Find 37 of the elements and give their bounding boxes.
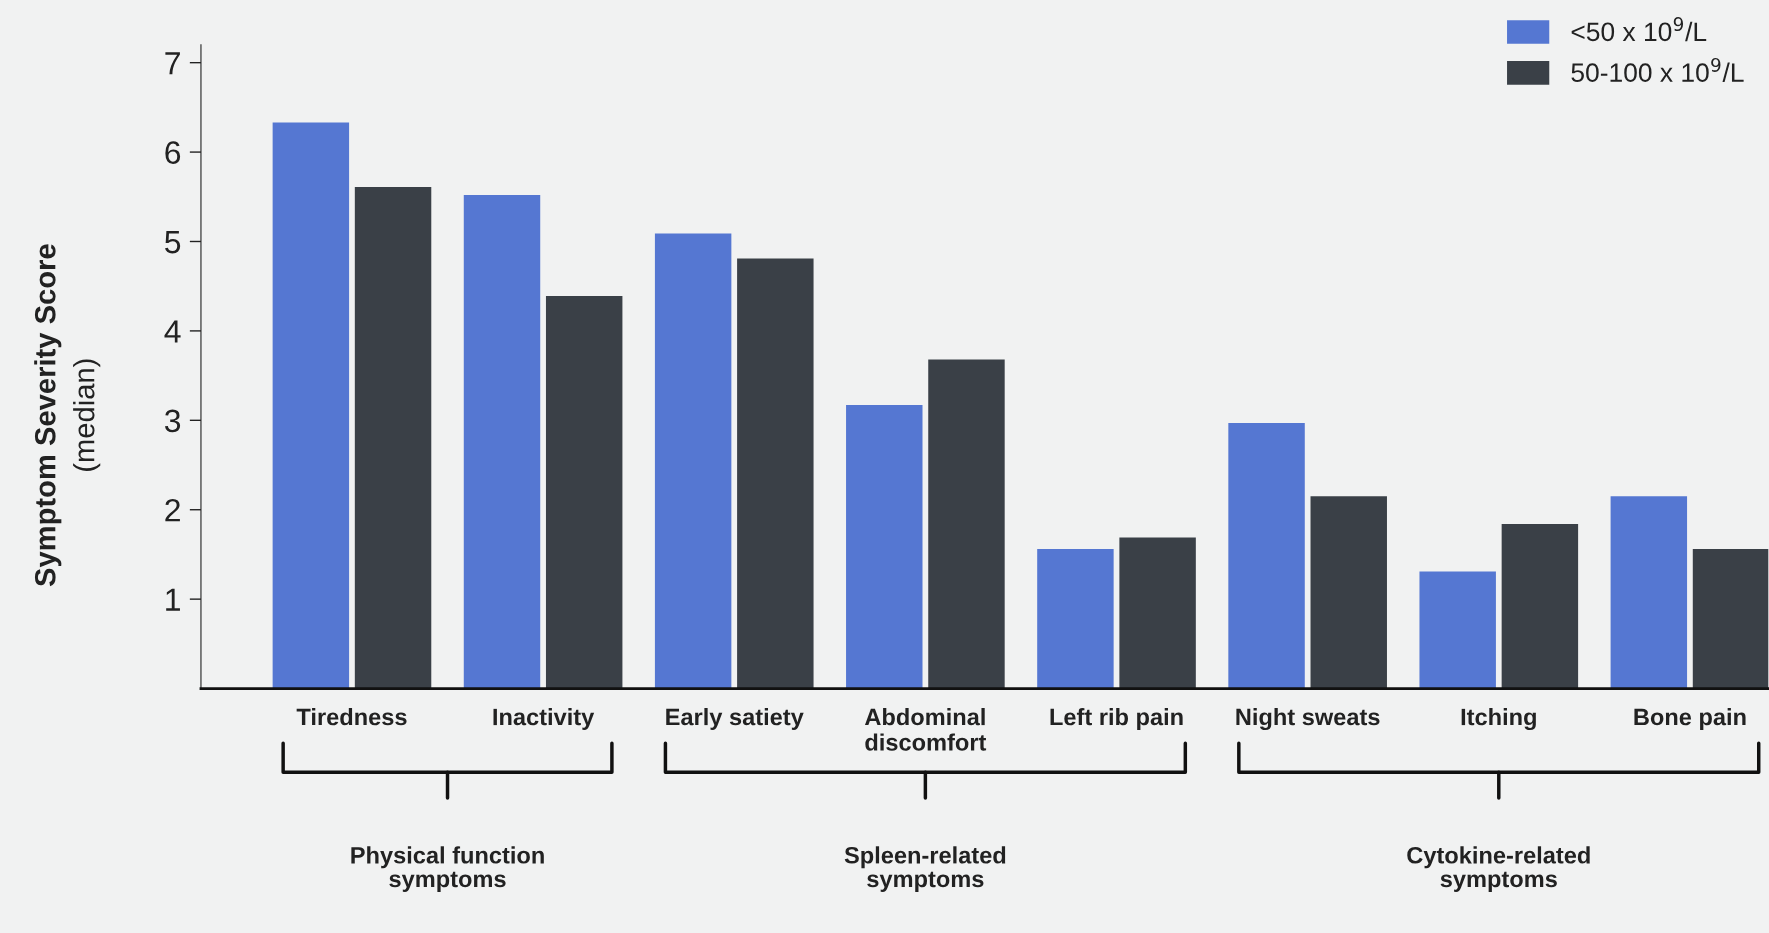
text: Physical function symptoms xyxy=(351,846,544,893)
bar xyxy=(545,296,623,689)
y-tick-label: 1 xyxy=(166,588,180,611)
x-tick-label: Abdominal discomfort xyxy=(864,708,987,751)
text: Spleen-related symptoms xyxy=(844,846,1006,893)
x-tick-label: Early satiety xyxy=(666,708,804,731)
x-tick-label: Night sweats xyxy=(1236,708,1380,731)
x-tick-label: Itching xyxy=(1461,708,1536,731)
y-tick-label: 7 xyxy=(165,52,180,75)
bar xyxy=(1310,496,1387,689)
bar xyxy=(1610,496,1688,689)
bar xyxy=(1501,524,1579,689)
x-tick-label: Tiredness xyxy=(296,708,407,726)
bar xyxy=(1228,423,1305,689)
bar xyxy=(654,233,732,689)
y-tick-label: 5 xyxy=(165,231,181,254)
x-tick-label: Left rib pain xyxy=(1050,708,1183,731)
y-tick-label: 2 xyxy=(165,499,180,522)
bar xyxy=(354,186,432,689)
y-tick-label: 3 xyxy=(164,409,181,433)
bar xyxy=(463,195,541,689)
bar xyxy=(1419,571,1496,689)
bar xyxy=(272,122,350,689)
bar xyxy=(928,359,1005,689)
x-tick-label: Bone pain xyxy=(1634,708,1746,731)
text: Cytokine-related symptoms xyxy=(1407,846,1590,893)
bar xyxy=(1119,537,1196,689)
y-axis-title: Symptom Severity Score (median) xyxy=(34,244,101,587)
bar xyxy=(1037,549,1114,689)
x-tick-label: Inactivity xyxy=(493,708,595,731)
bar xyxy=(846,405,923,689)
y-tick-label: 6 xyxy=(165,141,181,164)
legend-label: 50-100 x 10$^{9}$/L xyxy=(1571,57,1744,82)
legend-label: <50 x 10$^{9}$/L xyxy=(1571,17,1707,42)
bar xyxy=(1692,549,1769,689)
y-tick-label: 4 xyxy=(164,320,181,343)
bar xyxy=(737,258,814,689)
